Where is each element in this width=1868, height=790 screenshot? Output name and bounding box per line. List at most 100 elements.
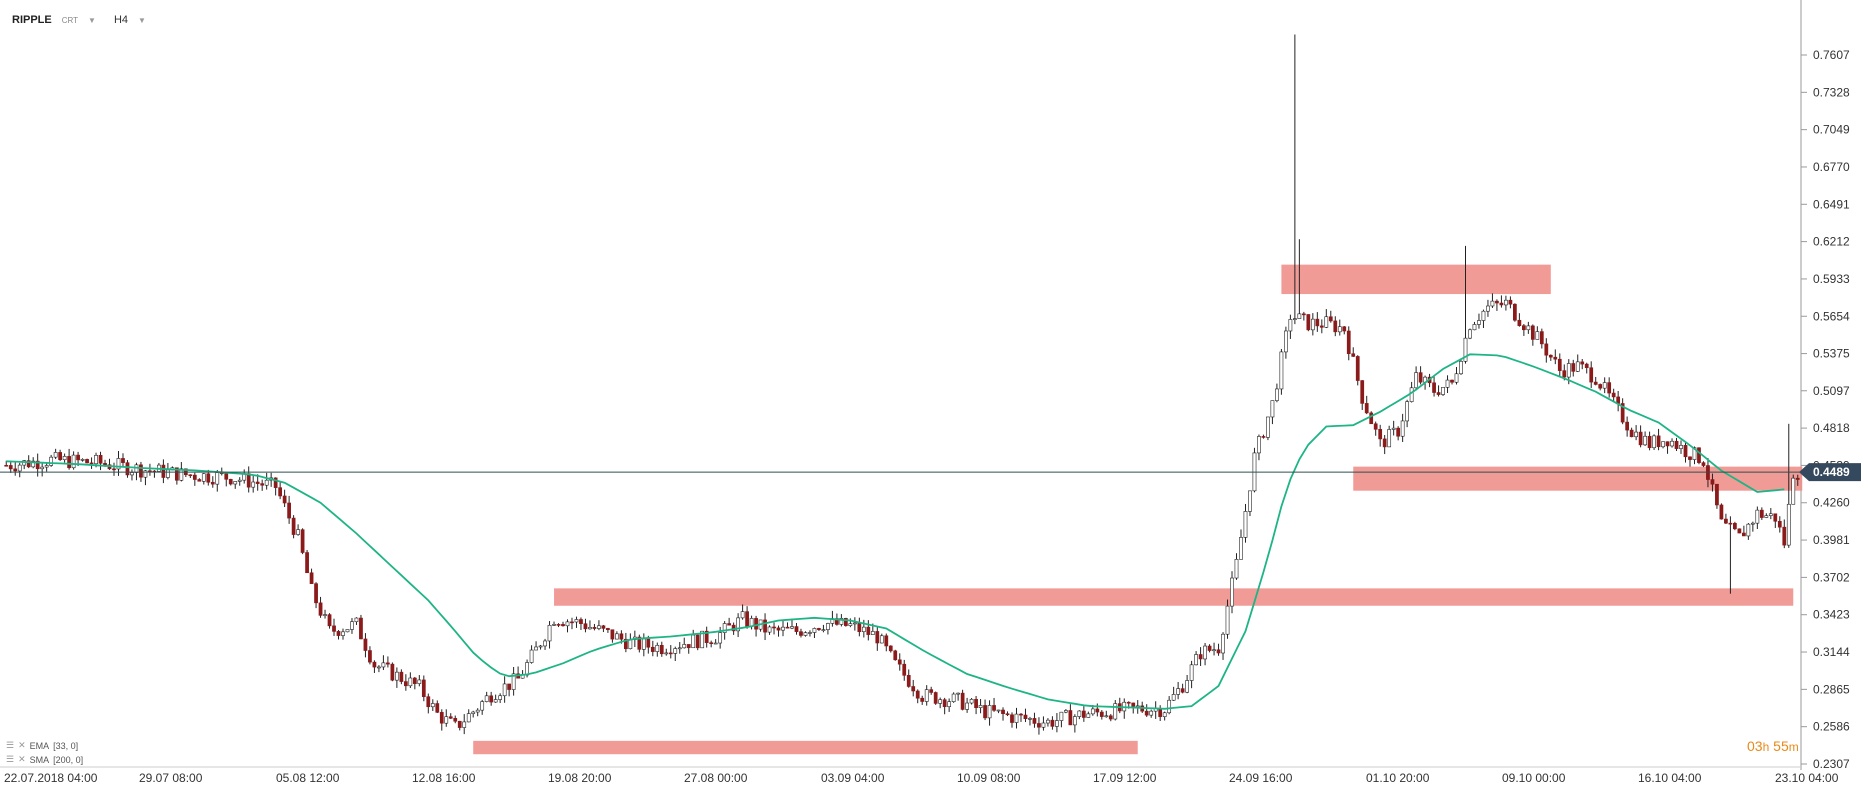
candle-body — [1261, 436, 1266, 438]
y-tick-label: 0.6491 — [1813, 197, 1850, 211]
candle-body — [1539, 331, 1544, 345]
settings-icon[interactable]: ☰ — [6, 754, 15, 764]
candle — [543, 638, 547, 650]
symbol-label[interactable]: RIPPLE — [12, 14, 52, 26]
x-tick-label: 05.08 12:00 — [276, 771, 340, 785]
candle-body — [273, 477, 278, 488]
candle — [610, 629, 615, 643]
candle — [1288, 314, 1293, 339]
candle — [1270, 400, 1275, 425]
candle — [368, 646, 372, 665]
candle-body — [655, 645, 660, 652]
candle — [1643, 431, 1647, 446]
candle — [493, 694, 498, 703]
candle — [857, 617, 862, 637]
candle-body — [664, 652, 669, 655]
candle-body — [1293, 318, 1297, 320]
candle-body — [224, 473, 229, 480]
candle-body — [475, 709, 480, 713]
candle-body — [1364, 403, 1369, 414]
candle-body — [1225, 605, 1230, 635]
candle-body — [659, 645, 664, 655]
candle — [879, 633, 884, 644]
candle — [287, 495, 291, 524]
candle-body — [1315, 318, 1320, 327]
candle — [1746, 522, 1751, 540]
indicator-sma[interactable]: ☰ ✕ SMA [200, 0] — [6, 754, 83, 765]
candle-body — [67, 456, 71, 469]
candle-body — [1095, 708, 1100, 713]
candle-body — [1553, 356, 1558, 360]
candle — [1647, 431, 1652, 451]
candle — [538, 644, 543, 650]
candle — [386, 656, 390, 668]
x-tick-label: 17.09 12:00 — [1093, 771, 1157, 785]
candle-body — [1001, 709, 1005, 715]
candle — [1773, 513, 1778, 528]
current-price-badge — [1799, 463, 1861, 482]
y-tick-label: 0.3981 — [1813, 533, 1850, 547]
indicator-ema[interactable]: ☰ ✕ EMA [33, 0] — [6, 740, 78, 751]
interval-label[interactable]: H4 — [113, 14, 129, 26]
candle — [13, 461, 18, 476]
candle-body — [1212, 649, 1216, 652]
candle — [1791, 474, 1796, 505]
candle-body — [960, 692, 965, 710]
candle-body — [1266, 416, 1270, 438]
candle-body — [691, 634, 696, 649]
candle-body — [1010, 714, 1014, 723]
candle-body — [736, 617, 740, 632]
symbol-dropdown-icon[interactable]: ▼ — [88, 15, 96, 25]
x-tick-label: 27.08 00:00 — [684, 771, 748, 785]
candle — [1795, 474, 1800, 486]
candle — [1122, 698, 1127, 719]
candle — [893, 649, 898, 661]
candle — [677, 642, 682, 654]
candle-body — [1441, 387, 1445, 395]
candle — [1360, 380, 1365, 410]
candle-body — [722, 623, 727, 633]
candle — [1499, 295, 1504, 308]
candle — [336, 630, 341, 640]
candle-body — [1670, 440, 1674, 447]
remove-icon[interactable]: ✕ — [18, 754, 26, 764]
interval-dropdown-icon[interactable]: ▼ — [138, 15, 146, 25]
candle — [1221, 632, 1225, 660]
candle — [516, 666, 520, 679]
chart-toolbar: RIPPLE CRT ▼ H4 ▼ — [12, 10, 146, 30]
candle-body — [592, 627, 597, 629]
candle — [359, 614, 363, 640]
candle — [1616, 391, 1621, 412]
candle — [1436, 385, 1441, 397]
x-tick-label: 01.10 20:00 — [1366, 771, 1430, 785]
candle-body — [1742, 532, 1746, 537]
candle — [121, 453, 125, 468]
candle-body — [1158, 708, 1163, 717]
candle-body — [1683, 445, 1688, 458]
candle — [1041, 716, 1046, 731]
candle-body — [1697, 447, 1701, 463]
candle — [1306, 314, 1311, 332]
candle — [1504, 295, 1508, 311]
x-tick-label: 03.09 04:00 — [821, 771, 885, 785]
remove-icon[interactable]: ✕ — [18, 740, 26, 750]
candle — [1472, 321, 1477, 331]
candle-body — [623, 638, 628, 650]
candle-body — [426, 696, 431, 708]
candle — [430, 699, 435, 711]
candle — [399, 669, 404, 685]
candle — [808, 630, 812, 637]
candle — [799, 628, 803, 638]
candle-body — [296, 529, 300, 535]
candle-body — [1207, 645, 1212, 651]
candle-body — [4, 464, 9, 467]
candle-body — [1715, 483, 1719, 506]
candle — [457, 720, 462, 731]
candle — [1198, 647, 1203, 666]
settings-icon[interactable]: ☰ — [6, 740, 15, 750]
candle-body — [1099, 711, 1104, 717]
candle — [242, 469, 247, 484]
candle — [826, 622, 830, 635]
candle — [1638, 425, 1643, 448]
